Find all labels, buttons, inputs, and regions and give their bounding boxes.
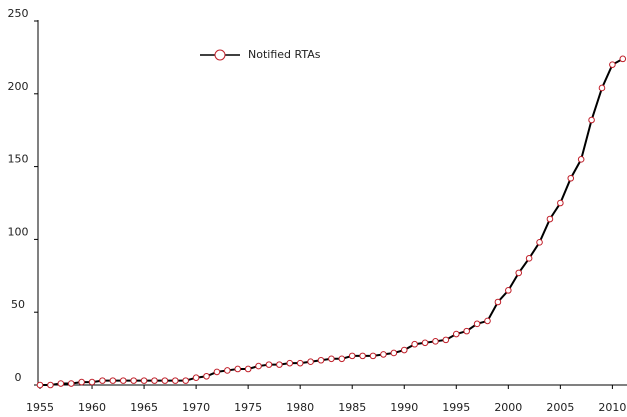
point [171, 377, 179, 384]
point [276, 361, 283, 368]
x-tick-label: 1980 [286, 401, 314, 413]
y-tick-label: 200 [8, 80, 29, 93]
x-tick-label: 1955 [26, 401, 54, 413]
point [577, 156, 585, 163]
point [67, 380, 75, 387]
point [265, 361, 273, 368]
legend-marker [214, 49, 226, 61]
x-tick-label: 1970 [182, 401, 210, 413]
point [203, 372, 210, 380]
point [234, 365, 242, 373]
point [286, 359, 294, 367]
point [473, 320, 481, 328]
point [546, 215, 554, 223]
legend-label: Notified RTAs [248, 48, 321, 61]
point [130, 377, 137, 384]
point [359, 352, 366, 360]
point [88, 378, 96, 386]
point [432, 338, 439, 345]
point [338, 355, 346, 363]
x-tick-label: 1975 [234, 401, 262, 413]
point [390, 349, 398, 357]
point [328, 355, 335, 363]
point [442, 336, 450, 344]
point [588, 116, 595, 124]
x-tick-label: 1960 [78, 401, 106, 413]
point [598, 84, 606, 92]
x-tick-label: 2005 [546, 401, 574, 413]
point [244, 365, 252, 373]
point [484, 317, 491, 325]
x-tick-label: 1995 [442, 401, 470, 413]
point [348, 352, 356, 360]
point [255, 362, 262, 370]
point [463, 327, 470, 335]
point [536, 239, 543, 246]
point [452, 330, 460, 338]
point [525, 255, 533, 262]
point [317, 356, 325, 364]
point [557, 199, 564, 207]
point [567, 174, 575, 182]
point [307, 358, 314, 366]
point [119, 377, 127, 384]
point [182, 377, 189, 384]
x-tick-label: 1985 [338, 401, 366, 413]
point [109, 377, 117, 384]
point [505, 287, 512, 294]
x-tick-label: 1965 [130, 401, 158, 413]
point [494, 298, 502, 306]
point [609, 61, 616, 68]
point [78, 378, 85, 386]
point [140, 377, 148, 384]
point [224, 367, 231, 374]
point [161, 377, 169, 384]
point [296, 359, 304, 367]
point [36, 381, 44, 389]
line [40, 57, 624, 386]
y-tick-label: 50 [11, 298, 25, 311]
point [99, 377, 106, 384]
point [515, 269, 523, 277]
y-tick-label: 150 [8, 153, 29, 166]
point [369, 352, 377, 360]
point [151, 377, 158, 384]
point [411, 340, 418, 348]
y-tick-label: 250 [8, 7, 29, 20]
x-tick-label: 2010 [598, 401, 626, 413]
point [213, 368, 221, 376]
point [400, 346, 408, 354]
point [47, 381, 54, 389]
x-tick-label: 2000 [494, 401, 522, 413]
point [192, 374, 200, 382]
x-tick-label: 1990 [390, 401, 418, 413]
y-tick-label: 0 [15, 371, 22, 384]
y-tick-label: 100 [8, 225, 29, 238]
point [57, 380, 65, 387]
point [619, 55, 627, 63]
point [380, 351, 387, 358]
point [421, 339, 429, 347]
